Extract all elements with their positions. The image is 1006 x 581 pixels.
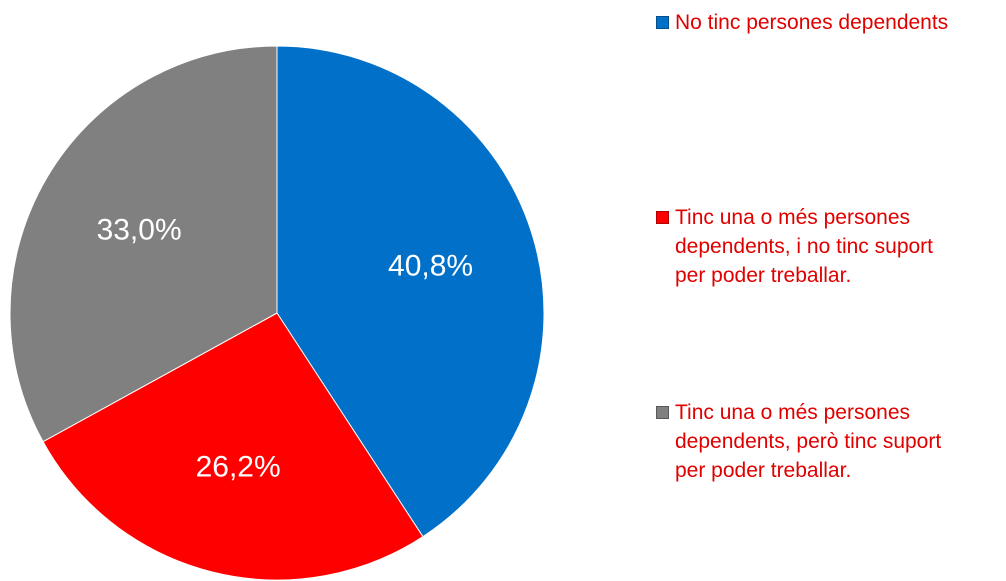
legend-label: Tinc una o més persones dependents, però…: [675, 401, 942, 482]
legend-swatch: [656, 211, 669, 224]
chart: 40,8% 26,2% 33,0%: [9, 45, 545, 581]
legend-label: No tinc persones dependents: [675, 11, 949, 34]
legend-entry: Tinc una o més persones dependents, i no…: [656, 203, 956, 290]
data-label: 40,8%: [388, 249, 473, 282]
legend-label: Tinc una o més persones dependents, i no…: [675, 206, 934, 287]
data-label: 33,0%: [97, 213, 182, 246]
pie-slice: [42, 312, 424, 581]
pie-slice: [276, 45, 545, 538]
legend-swatch: [656, 16, 669, 29]
pie-slice: [9, 45, 278, 443]
legend-entry: Tinc una o més persones dependents, però…: [656, 398, 956, 485]
data-label: 26,2%: [196, 450, 281, 483]
legend-swatch: [656, 406, 669, 419]
legend-entry: No tinc persones dependents: [656, 8, 956, 37]
